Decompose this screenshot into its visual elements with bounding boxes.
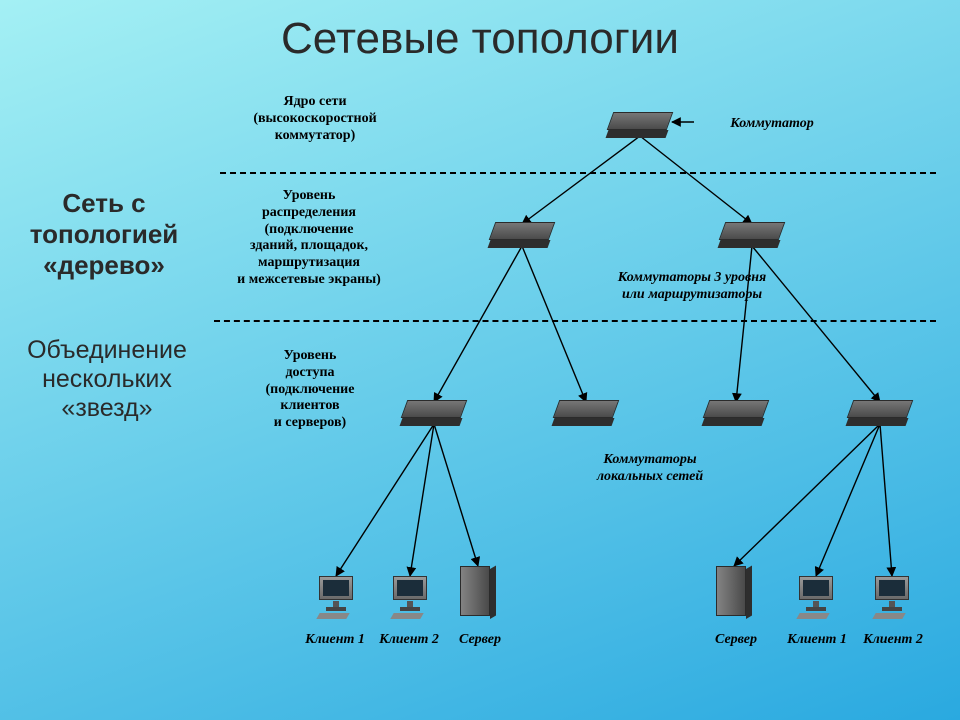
annotation-label: Коммутатор [712,116,832,133]
annotation-label: Коммутаторылокальных сетей [560,452,740,486]
diagram-stage: Сетевые топологии Сеть стопологией«дерев… [0,0,960,720]
switch-icon [706,400,766,426]
edge [410,424,434,576]
annotation-label: Коммутаторы 3 уровняили маршрутизаторы [592,270,792,304]
edge [816,424,880,576]
tier-divider [220,172,936,174]
switch-icon [850,400,910,426]
switch-icon [556,400,616,426]
end-label: Клиент 2 [372,632,446,649]
end-label: Сервер [450,632,510,649]
level-label: Ядро сети(высокоскоростнойкоммутатор) [230,94,400,144]
server-icon [460,566,496,620]
end-label: Клиент 1 [780,632,854,649]
edge [522,136,640,224]
pc-icon [316,576,356,618]
edge [522,246,586,402]
end-label: Сервер [706,632,766,649]
switch-icon [610,112,670,138]
end-label: Клиент 2 [856,632,930,649]
edge [434,424,478,566]
server-icon [716,566,752,620]
edge [640,136,752,224]
pc-icon [872,576,912,618]
edge [434,246,522,402]
switch-icon [492,222,552,248]
side-subtext: Объединениенескольких«звезд» [8,336,206,423]
edge [880,424,892,576]
page-title: Сетевые топологии [0,14,960,64]
edge [734,424,880,566]
edge [336,424,434,576]
level-label: Уровеньраспределения(подключениезданий, … [214,188,404,289]
end-label: Клиент 1 [298,632,372,649]
pc-icon [390,576,430,618]
pc-icon [796,576,836,618]
switch-icon [404,400,464,426]
level-label: Уровеньдоступа(подключениеклиентови серв… [240,348,380,432]
tier-divider [214,320,936,322]
side-heading: Сеть стопологией«дерево» [14,188,194,281]
switch-icon [722,222,782,248]
